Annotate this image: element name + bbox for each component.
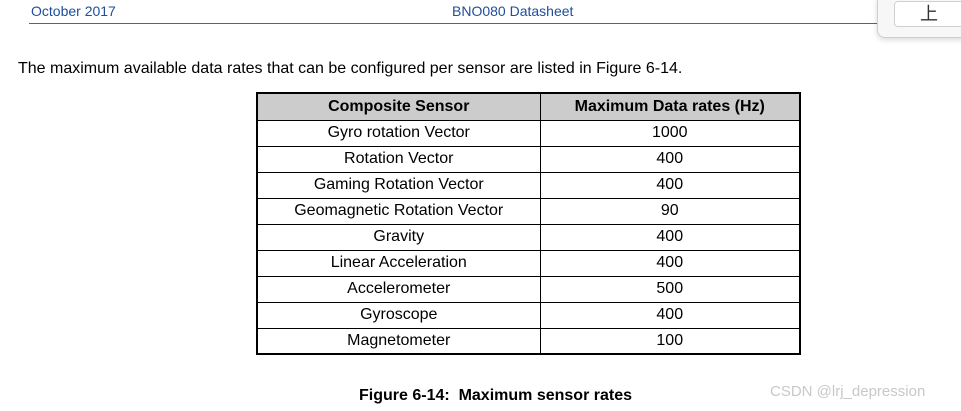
header-date: October 2017: [31, 3, 116, 19]
table-header-cell: Maximum Data rates (Hz): [539, 92, 801, 121]
sensor-name-cell: Accelerometer: [256, 275, 541, 303]
table-row: Rotation Vector 400: [256, 145, 801, 173]
table-header-row: Composite Sensor Maximum Data rates (Hz): [256, 92, 801, 121]
table-row: Gravity 400: [256, 223, 801, 251]
rate-cell: 400: [539, 145, 801, 173]
table-header-cell: Composite Sensor: [256, 92, 541, 121]
rate-cell: 400: [539, 249, 801, 277]
header-doc-title: BNO080 Datasheet: [452, 3, 574, 19]
sensor-name-cell: Rotation Vector: [256, 145, 541, 173]
sensor-name-cell: Gravity: [256, 223, 541, 251]
sensor-name-cell: Geomagnetic Rotation Vector: [256, 197, 541, 225]
rate-cell: 90: [539, 197, 801, 225]
rate-cell: 100: [539, 327, 801, 355]
table-row: Gyroscope 400: [256, 301, 801, 329]
rate-cell: 500: [539, 275, 801, 303]
rate-cell: 400: [539, 301, 801, 329]
sensor-name-cell: Gyroscope: [256, 301, 541, 329]
sensor-name-cell: Linear Acceleration: [256, 249, 541, 277]
watermark-text: CSDN @lrj_depression: [770, 383, 926, 400]
table-row: Gaming Rotation Vector 400: [256, 171, 801, 199]
intro-paragraph: The maximum available data rates that ca…: [18, 60, 683, 77]
sensor-rates-table: Composite Sensor Maximum Data rates (Hz)…: [256, 92, 801, 355]
table-row: Magnetometer 100: [256, 327, 801, 355]
rate-cell: 1000: [539, 119, 801, 147]
popup-button[interactable]: 上: [894, 1, 961, 27]
floating-popup: 上: [877, 0, 961, 38]
sensor-name-cell: Magnetometer: [256, 327, 541, 355]
table-row: Accelerometer 500: [256, 275, 801, 303]
sensor-name-cell: Gaming Rotation Vector: [256, 171, 541, 199]
header-divider: [29, 23, 881, 24]
rate-cell: 400: [539, 171, 801, 199]
figure-caption: Figure 6-14: Maximum sensor rates: [359, 387, 632, 404]
table-row: Gyro rotation Vector 1000: [256, 119, 801, 147]
table-row: Linear Acceleration 400: [256, 249, 801, 277]
table-row: Geomagnetic Rotation Vector 90: [256, 197, 801, 225]
rate-cell: 400: [539, 223, 801, 251]
sensor-name-cell: Gyro rotation Vector: [256, 119, 541, 147]
